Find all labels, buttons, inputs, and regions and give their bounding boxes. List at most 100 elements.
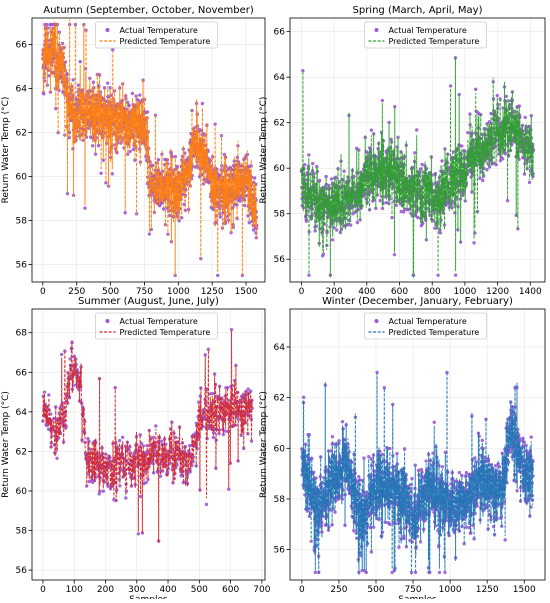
summer-xtick-label: 500 bbox=[191, 585, 208, 595]
autumn-actual-point bbox=[131, 92, 134, 95]
spring-ytick-label: 66 bbox=[274, 28, 286, 38]
spring-ytick-label: 56 bbox=[274, 255, 286, 265]
spring-actual-point bbox=[501, 157, 504, 160]
summer-xlabel: Samples bbox=[129, 595, 168, 599]
summer-actual-point bbox=[207, 348, 210, 351]
winter-actual-point bbox=[302, 396, 305, 399]
autumn-actual-point bbox=[201, 102, 204, 105]
summer-actual-point bbox=[142, 444, 145, 447]
summer-actual-point bbox=[47, 393, 50, 396]
autumn-plot-area bbox=[41, 19, 258, 277]
winter-actual-point bbox=[443, 571, 446, 574]
autumn-title: Autumn (September, October, November) bbox=[43, 5, 254, 16]
autumn-actual-point bbox=[106, 81, 109, 84]
spring-actual-point bbox=[433, 226, 436, 229]
winter-actual-point bbox=[464, 525, 467, 528]
summer-actual-point bbox=[154, 424, 157, 427]
autumn-actual-point bbox=[138, 93, 141, 96]
winter-actual-point bbox=[331, 435, 334, 438]
spring-xtick-label: 0 bbox=[299, 287, 305, 297]
summer-xtick-label: 200 bbox=[97, 585, 114, 595]
summer-xtick-label: 600 bbox=[222, 585, 239, 595]
summer-legend: Actual Temperature Predicted Temperature bbox=[96, 313, 218, 339]
spring-actual-point bbox=[335, 228, 338, 231]
autumn-actual-point bbox=[83, 206, 86, 209]
autumn-ylabel: Return Water Temp (°C) bbox=[1, 97, 11, 204]
summer-xtick-label: 0 bbox=[40, 585, 46, 595]
autumn-ytick-label: 60 bbox=[16, 172, 28, 182]
summer-ytick-label: 60 bbox=[16, 487, 28, 497]
autumn-actual-point bbox=[103, 86, 106, 89]
spring-actual-point bbox=[460, 144, 463, 147]
spring-actual-point bbox=[311, 162, 314, 165]
spring-actual-point bbox=[330, 177, 333, 180]
autumn-actual-point bbox=[219, 215, 222, 218]
winter-title: Winter (December, January, February) bbox=[322, 296, 513, 307]
summer-actual-point bbox=[43, 390, 46, 393]
autumn-actual-point bbox=[238, 199, 241, 202]
autumn-ytick-label: 62 bbox=[16, 128, 27, 138]
summer-panel: Summer (August, June, July) 0 100 200 300 400… bbox=[1, 296, 271, 599]
autumn-actual-point bbox=[253, 176, 256, 179]
autumn-actual-point bbox=[97, 144, 100, 147]
spring-actual-point bbox=[413, 151, 416, 154]
autumn-actual-point bbox=[248, 221, 251, 224]
autumn-actual-point bbox=[216, 274, 219, 277]
autumn-ytick-label: 58 bbox=[16, 216, 28, 226]
summer-ytick-label: 66 bbox=[16, 368, 28, 378]
summer-title: Summer (August, June, July) bbox=[78, 296, 219, 307]
spring-actual-point bbox=[494, 163, 497, 166]
spring-legend-actual-marker bbox=[375, 28, 379, 32]
summer-legend-actual-marker bbox=[106, 319, 110, 323]
autumn-actual-point bbox=[91, 144, 94, 147]
summer-legend-actual-label: Actual Temperature bbox=[120, 317, 198, 326]
winter-actual-point bbox=[362, 456, 365, 459]
spring-actual-point bbox=[393, 253, 396, 256]
spring-ylabel: Return Water Temp (°C) bbox=[259, 97, 269, 204]
spring-actual-point bbox=[390, 216, 393, 219]
spring-actual-point bbox=[420, 163, 423, 166]
summer-xtick-label: 700 bbox=[253, 585, 270, 595]
spring-actual-point bbox=[356, 221, 359, 224]
summer-actual-point bbox=[139, 495, 142, 498]
spring-xtick-label: 1400 bbox=[519, 287, 542, 297]
winter-actual-point bbox=[354, 531, 357, 534]
autumn-ytick-label: 64 bbox=[16, 84, 28, 94]
summer-plot-area bbox=[41, 328, 254, 543]
summer-xtick-label: 100 bbox=[66, 585, 83, 595]
autumn-xtick-label: 1500 bbox=[235, 287, 258, 297]
summer-xtick-label: 400 bbox=[159, 585, 176, 595]
autumn-legend-actual-marker bbox=[106, 28, 110, 32]
summer-actual-point bbox=[121, 436, 124, 439]
spring-actual-point bbox=[439, 231, 442, 234]
spring-actual-point bbox=[496, 94, 499, 97]
autumn-actual-point bbox=[243, 204, 246, 207]
spring-ytick-label: 62 bbox=[274, 119, 285, 129]
spring-actual-point bbox=[452, 150, 455, 153]
spring-actual-point bbox=[416, 216, 419, 219]
spring-actual-point bbox=[307, 273, 310, 276]
winter-actual-point bbox=[388, 447, 391, 450]
winter-plot-area bbox=[300, 371, 535, 575]
spring-actual-point bbox=[523, 172, 526, 175]
spring-actual-point bbox=[505, 95, 508, 98]
autumn-actual-point bbox=[146, 110, 149, 113]
autumn-actual-point bbox=[162, 207, 165, 210]
summer-actual-point bbox=[102, 490, 105, 493]
autumn-xtick-label: 0 bbox=[40, 287, 46, 297]
summer-xtick-label: 300 bbox=[128, 585, 145, 595]
autumn-ytick-label: 66 bbox=[16, 40, 28, 50]
winter-actual-point bbox=[438, 571, 441, 574]
spring-actual-point bbox=[466, 131, 469, 134]
spring-actual-point bbox=[436, 273, 439, 276]
autumn-actual-point bbox=[124, 211, 127, 214]
spring-actual-point bbox=[528, 181, 531, 184]
spring-actual-point bbox=[379, 199, 382, 202]
summer-actual-point bbox=[118, 439, 121, 442]
summer-legend-predicted-label: Predicted Temperature bbox=[120, 328, 211, 337]
autumn-actual-point bbox=[111, 172, 114, 175]
autumn-actual-point bbox=[77, 83, 80, 86]
spring-actual-point bbox=[415, 128, 418, 131]
